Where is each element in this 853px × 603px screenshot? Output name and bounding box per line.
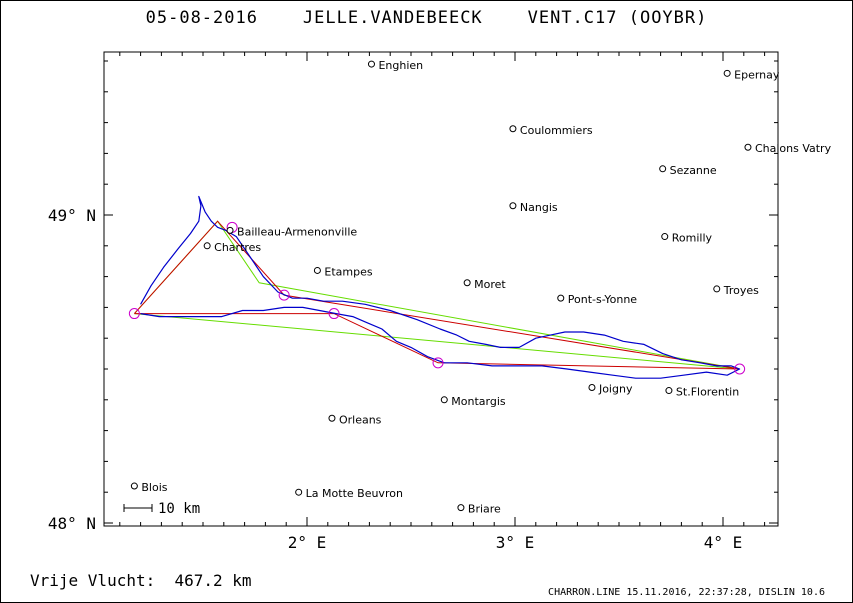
turnpoint-marker — [328, 308, 340, 320]
town-marker: Etampes — [313, 265, 373, 278]
town-dot — [557, 294, 565, 302]
y-tick-label: 48° N — [48, 514, 96, 533]
turnpoint-marker — [734, 363, 746, 375]
town-label: Troyes — [723, 284, 759, 297]
track-layer — [140, 195, 741, 379]
town-dot — [509, 125, 517, 133]
axis-ticks — [104, 52, 778, 526]
town-dot — [295, 488, 303, 496]
town-label: Joigny — [598, 382, 633, 395]
town-label: Chalons Vatry — [755, 142, 832, 155]
town-label: Epernay — [734, 68, 780, 81]
town-label: Romilly — [672, 232, 713, 245]
town-marker: Pont-s-Yonne — [557, 293, 638, 306]
y-tick-label: 49° N — [48, 206, 96, 225]
town-marker: Chartres — [203, 241, 261, 254]
scale-bar: 10 km — [123, 501, 200, 517]
town-dot — [203, 242, 211, 250]
town-dot — [367, 60, 375, 68]
turnpoint-marker — [432, 357, 444, 369]
town-marker: La Motte Beuvron — [295, 487, 403, 500]
plot-border — [103, 51, 779, 527]
town-label: Nangis — [520, 201, 558, 214]
town-label: Chartres — [214, 241, 261, 254]
turnpoint-marker — [278, 289, 290, 301]
town-label: Sezanne — [670, 164, 717, 177]
town-dot — [226, 226, 234, 234]
x-tick-label: 4° E — [704, 533, 743, 552]
town-marker: Bailleau-Armenonville — [226, 225, 357, 238]
town-marker: Chalons Vatry — [744, 142, 832, 155]
scale-bar-label: 10 km — [158, 501, 200, 517]
town-layer: Enghien Epernay Coulommiers Chalons Vatry Se… — [130, 59, 832, 516]
flight-title: 05-08-2016 JELLE.VANDEBEECK VENT.C17 (OO… — [145, 8, 708, 28]
town-label: St.Florentin — [676, 386, 739, 399]
town-label: Etampes — [324, 265, 372, 278]
x-tick-label: 2° E — [288, 533, 327, 552]
town-marker: Nangis — [509, 201, 558, 214]
town-marker: Moret — [463, 278, 506, 291]
town-label: Enghien — [378, 59, 423, 72]
town-label: Moret — [474, 278, 506, 291]
town-dot — [509, 202, 517, 210]
town-marker: Joigny — [588, 382, 633, 395]
x-tick-label: 3° E — [496, 533, 535, 552]
town-dot — [665, 387, 673, 395]
town-marker: Epernay — [723, 68, 780, 81]
town-label: Pont-s-Yonne — [568, 293, 638, 306]
town-label: Blois — [141, 481, 167, 494]
flight-track — [140, 195, 741, 379]
turnpoint-marker — [128, 308, 140, 320]
town-marker: Orleans — [328, 413, 382, 426]
town-marker: Montargis — [440, 395, 506, 408]
town-dot — [744, 143, 752, 151]
town-label: Montargis — [451, 395, 506, 408]
town-dot — [661, 233, 669, 241]
town-dot — [463, 279, 471, 287]
town-dot — [713, 285, 721, 293]
town-marker: Briare — [457, 503, 501, 516]
town-label: Coulommiers — [520, 124, 593, 137]
town-dot — [130, 482, 138, 490]
town-label: Briare — [468, 503, 501, 516]
distance-summary: Vrije Vlucht: 467.2 km — [30, 571, 252, 590]
software-credit: CHARRON.LINE 15.11.2016, 22:37:28, DISLI… — [548, 587, 825, 598]
town-marker: Troyes — [713, 284, 759, 297]
town-marker: St.Florentin — [665, 386, 739, 399]
town-marker: Sezanne — [659, 164, 717, 177]
y-axis-labels: 49° N 48° N — [48, 206, 96, 533]
town-dot — [457, 504, 465, 512]
x-axis-labels: 2° E 3° E 4° E — [288, 533, 743, 552]
town-marker: Enghien — [367, 59, 423, 72]
town-label: Bailleau-Armenonville — [237, 225, 357, 238]
town-dot — [328, 414, 336, 422]
town-marker: Blois — [130, 481, 168, 494]
town-marker: Romilly — [661, 232, 713, 245]
town-label: Orleans — [339, 413, 382, 426]
town-dot — [588, 383, 596, 391]
town-dot — [723, 69, 731, 77]
town-dot — [659, 165, 667, 173]
town-label: La Motte Beuvron — [306, 487, 403, 500]
town-dot — [440, 396, 448, 404]
town-dot — [313, 266, 321, 274]
town-marker: Coulommiers — [509, 124, 593, 137]
